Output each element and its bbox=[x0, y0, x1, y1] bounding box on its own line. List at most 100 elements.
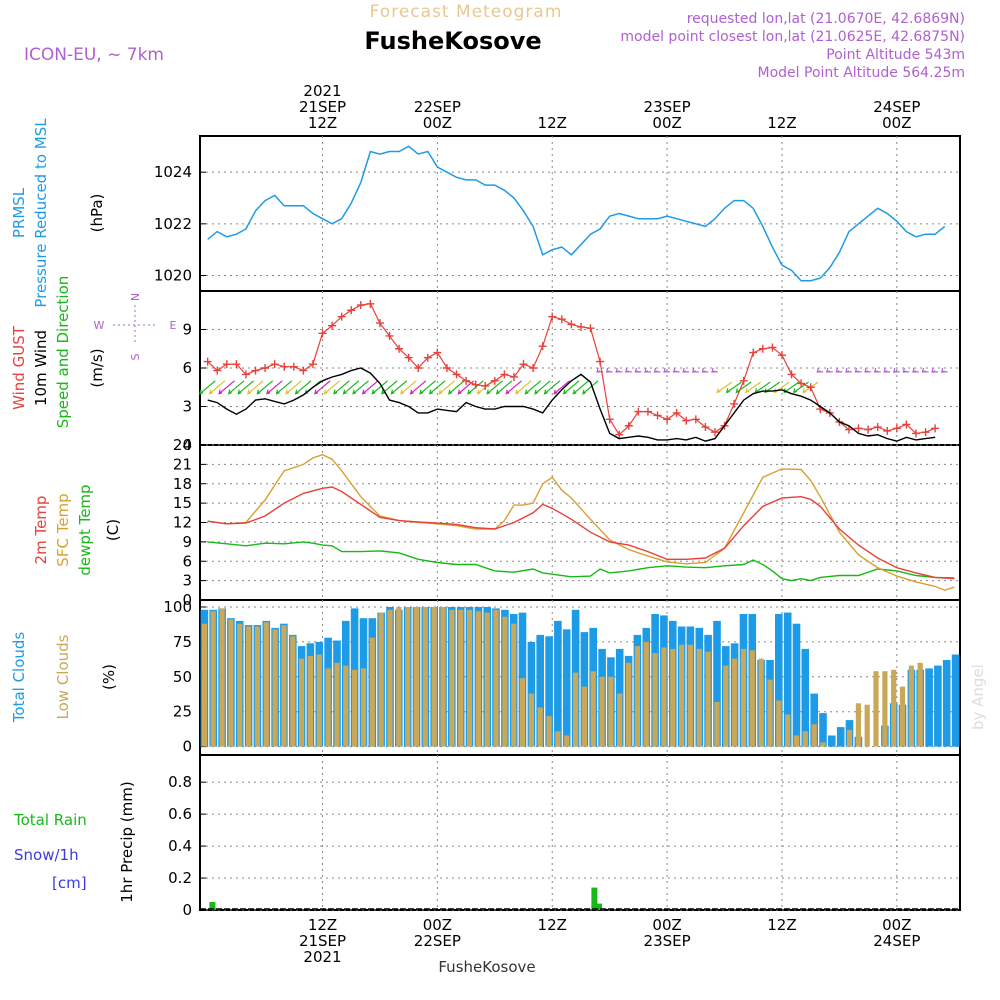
time-label: 12Z bbox=[538, 916, 567, 934]
low-cloud-bar bbox=[811, 724, 817, 747]
t2m-line bbox=[207, 486, 955, 580]
low-cloud-bar bbox=[749, 650, 755, 747]
time-label: 23SEP bbox=[644, 932, 691, 950]
time-label: 23SEP bbox=[644, 98, 691, 116]
total-cloud-bar bbox=[819, 713, 827, 747]
compass-cross bbox=[113, 305, 157, 345]
wind-arrow-head bbox=[314, 389, 319, 395]
low-cloud-bar bbox=[608, 676, 614, 747]
wind-direction-arrow bbox=[534, 380, 551, 395]
wind-arrow-head bbox=[428, 389, 433, 395]
low-cloud-bar bbox=[413, 607, 420, 747]
model-name: ICON-EU, ~ 7km bbox=[24, 45, 164, 65]
wind-arrow-head bbox=[333, 389, 338, 395]
low-cloud-bar bbox=[484, 612, 490, 747]
wind-direction-arrow bbox=[199, 380, 216, 395]
gust-marker bbox=[739, 376, 748, 385]
dewpoint-line bbox=[207, 541, 955, 582]
gust-marker bbox=[548, 312, 557, 321]
wind-arrow-head bbox=[448, 389, 453, 395]
low-cloud-bar bbox=[599, 676, 605, 747]
total-cloud-bar bbox=[828, 735, 836, 747]
wind-unit-label: (m/s) bbox=[88, 348, 106, 387]
low-cloud-bar bbox=[820, 742, 826, 747]
gust-marker bbox=[471, 380, 480, 389]
gust-marker bbox=[911, 429, 920, 438]
wind-direction-arrow bbox=[218, 380, 235, 395]
wind-arrow-head bbox=[711, 367, 716, 373]
pressure-line bbox=[207, 145, 946, 282]
wind-arrow-head bbox=[745, 388, 750, 394]
low-cloud-bar bbox=[652, 653, 658, 747]
wind-direction-arrow bbox=[496, 380, 513, 395]
wind-arrow-head bbox=[825, 367, 830, 373]
wind-direction-arrow bbox=[257, 380, 274, 395]
gust-marker bbox=[557, 315, 566, 324]
low-cloud-bar bbox=[263, 622, 269, 747]
gust-marker bbox=[213, 366, 222, 375]
pressure-ytick-label: 1024 bbox=[154, 163, 192, 181]
gust-marker bbox=[691, 415, 700, 424]
low-cloud-bar bbox=[643, 641, 649, 747]
total-cloud-bar bbox=[536, 634, 544, 747]
gust-marker bbox=[270, 360, 279, 369]
wind-arrow-head bbox=[682, 367, 687, 373]
wind-arrow-head bbox=[543, 389, 548, 395]
low-cloud-bar bbox=[237, 623, 243, 747]
wind-arrow-head bbox=[400, 389, 405, 395]
gust-marker bbox=[328, 321, 337, 330]
gust-marker bbox=[682, 416, 691, 425]
gust-marker bbox=[653, 411, 662, 420]
low-cloud-bar bbox=[352, 669, 358, 747]
gust-marker bbox=[414, 364, 423, 372]
wind-direction-arrow bbox=[352, 380, 369, 395]
total-cloud-bar bbox=[554, 620, 562, 747]
gust-marker bbox=[797, 379, 806, 388]
low-cloud-bar bbox=[670, 648, 676, 747]
wind-arrow-head bbox=[457, 389, 462, 395]
wind-ytick-label: 3 bbox=[182, 398, 192, 416]
gust-marker bbox=[931, 424, 940, 433]
clouds-unit-label: (%) bbox=[100, 664, 118, 690]
wind-arrow-head bbox=[237, 389, 242, 395]
gust-marker bbox=[538, 342, 547, 351]
total-cloud-bar bbox=[775, 614, 783, 747]
gust-marker bbox=[308, 360, 317, 369]
wind-arrow-head bbox=[845, 367, 850, 373]
low-cloud-bar bbox=[785, 714, 791, 747]
gust-marker bbox=[787, 370, 796, 379]
wind-direction-arrow bbox=[295, 380, 312, 395]
low-cloud-bar bbox=[201, 623, 207, 747]
low-cloud-bar bbox=[776, 700, 782, 747]
time-label: 12Z bbox=[767, 916, 796, 934]
wind-direction-arrow bbox=[285, 380, 302, 395]
wind-compass-icon: W E N S bbox=[94, 293, 177, 361]
wind-arrow-head bbox=[409, 389, 414, 395]
plot-layer bbox=[199, 145, 960, 910]
low-cloud-bar bbox=[899, 686, 906, 747]
low-cloud-bar bbox=[325, 668, 331, 747]
low-cloud-bar bbox=[405, 607, 411, 747]
temp-ytick-label: 21 bbox=[173, 455, 192, 473]
wind-gust-label: Wind GUST bbox=[10, 325, 28, 410]
wind-direction-arrow bbox=[419, 380, 436, 395]
wind-arrow-head bbox=[912, 367, 917, 373]
wind-arrow-head bbox=[644, 367, 649, 373]
gust-marker bbox=[395, 344, 404, 353]
precip-ytick-label: 0 bbox=[182, 901, 192, 919]
gust-marker bbox=[921, 428, 930, 437]
temp-sfc-label: SFC Temp bbox=[54, 493, 72, 566]
low-cloud-bar bbox=[369, 637, 375, 747]
clouds-ytick-label: 50 bbox=[173, 668, 192, 686]
wind-arrow-head bbox=[931, 367, 936, 373]
wind-direction-arrow bbox=[553, 380, 570, 395]
temp-ytick-label: 15 bbox=[173, 494, 192, 512]
gust-marker bbox=[318, 329, 327, 338]
wind-arrow-head bbox=[873, 367, 878, 373]
gust-marker bbox=[529, 364, 538, 372]
total-cloud-bar bbox=[951, 654, 960, 747]
total-cloud-bar bbox=[942, 660, 951, 747]
temp-unit-label: (C) bbox=[104, 519, 122, 541]
low-cloud-bar bbox=[431, 607, 437, 747]
low-cloud-bar bbox=[855, 703, 861, 747]
